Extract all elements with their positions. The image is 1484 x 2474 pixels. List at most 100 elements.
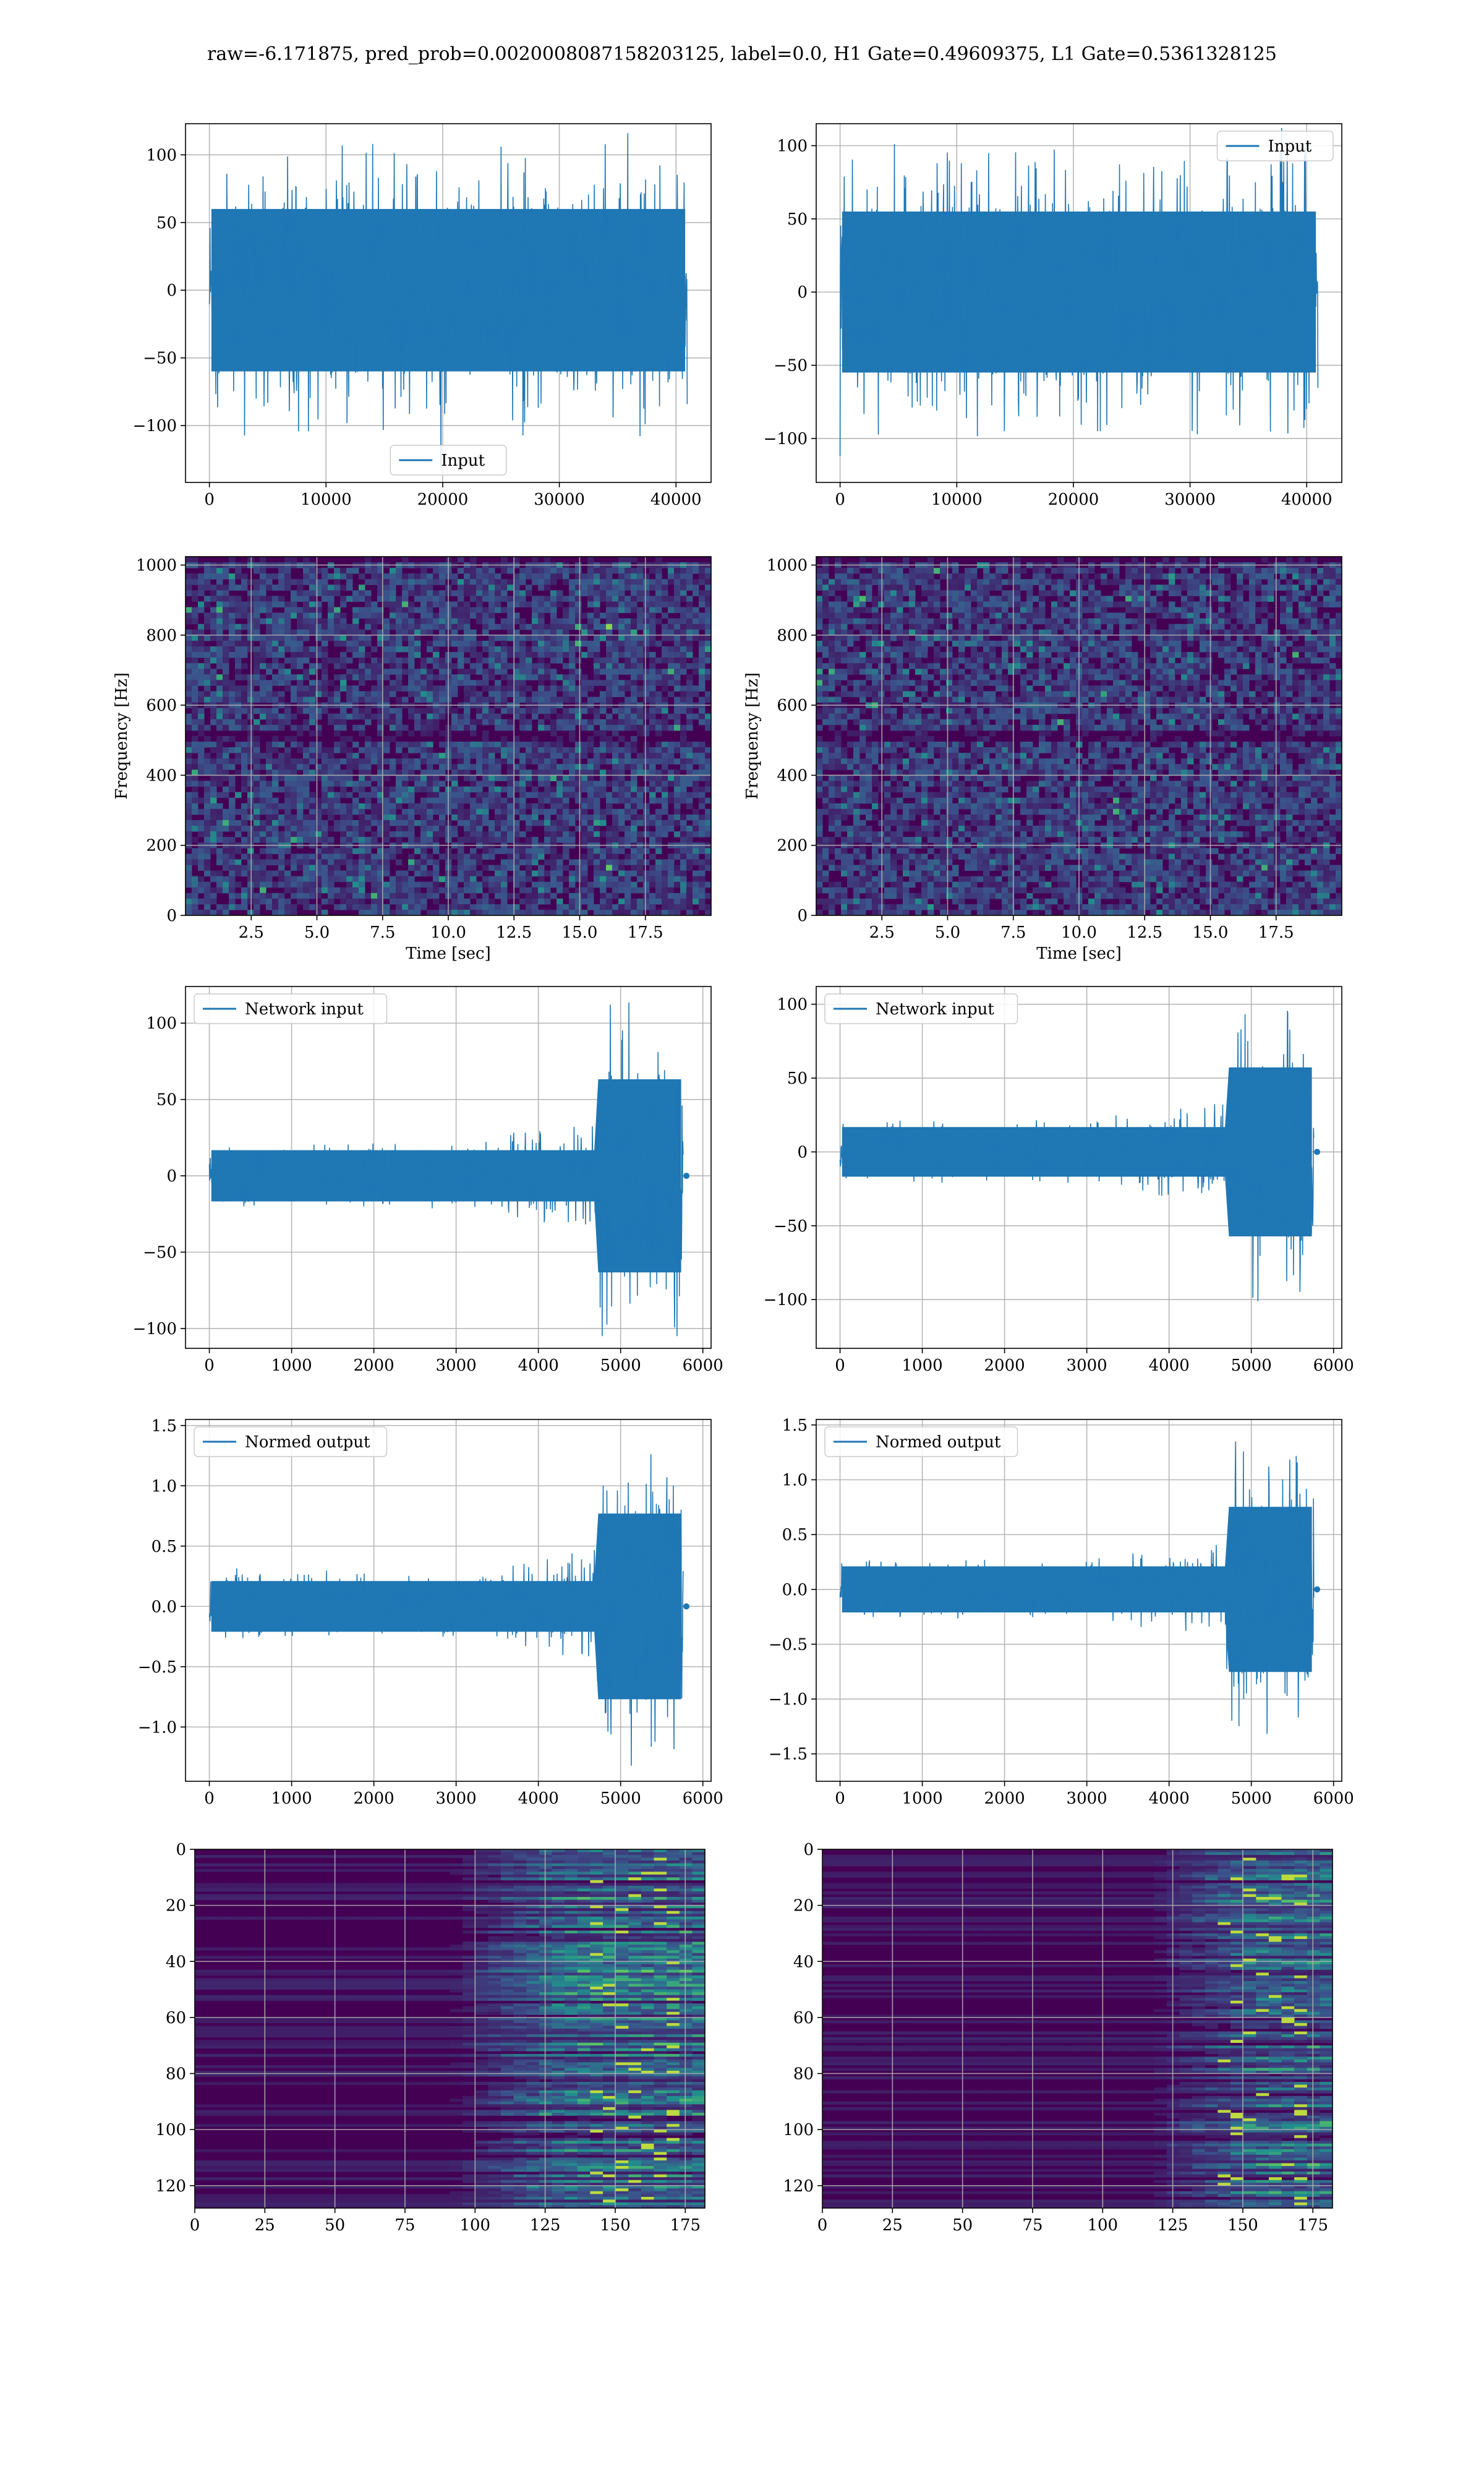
heatmap-cell xyxy=(433,635,440,641)
heatmap-cell xyxy=(383,719,390,726)
heatmap-cell xyxy=(612,769,619,776)
heatmap-cell xyxy=(662,742,668,748)
heatmap-cell xyxy=(643,696,650,703)
heatmap-cell xyxy=(1255,584,1262,591)
heatmap-cell xyxy=(977,596,984,602)
heatmap-cell xyxy=(507,786,514,793)
heatmap-cell xyxy=(198,584,205,591)
heatmap-cell xyxy=(594,831,600,837)
heatmap-cell xyxy=(272,747,279,753)
heatmap-cell xyxy=(254,601,260,608)
heatmap-cell xyxy=(278,719,285,726)
heatmap-cell xyxy=(501,848,508,854)
heatmap-cell xyxy=(186,584,192,591)
heatmap-cell xyxy=(198,691,205,698)
heatmap-cell xyxy=(668,892,675,899)
heatmap-cell xyxy=(414,691,421,698)
heatmap-cell xyxy=(383,696,390,703)
heatmap-cell xyxy=(229,786,236,793)
heatmap-cell xyxy=(334,607,341,614)
heatmap-cell xyxy=(501,623,508,630)
heatmap-cell xyxy=(513,618,520,625)
heatmap-cell xyxy=(476,831,483,837)
heatmap-cell xyxy=(192,680,198,686)
heatmap-cell xyxy=(322,663,328,669)
heatmap-cell xyxy=(569,618,576,625)
heatmap-cell xyxy=(235,831,242,837)
heatmap-cell xyxy=(322,584,328,591)
heatmap-cell xyxy=(396,758,403,764)
heatmap-cell xyxy=(550,635,557,641)
heatmap-cell xyxy=(216,568,223,574)
heatmap-cell xyxy=(278,618,285,625)
heatmap-cell xyxy=(662,747,668,753)
heatmap-cell xyxy=(414,590,421,596)
heatmap-cell xyxy=(1286,568,1293,574)
heatmap-cell xyxy=(538,573,545,580)
heatmap-cell xyxy=(464,573,471,580)
heatmap-cell xyxy=(272,775,279,781)
heatmap-cell xyxy=(297,730,304,737)
heatmap-cell xyxy=(1162,573,1169,580)
heatmap-cell xyxy=(439,629,446,636)
heatmap-cell xyxy=(705,713,711,720)
heatmap-cell xyxy=(705,652,711,658)
heatmap-cell xyxy=(587,652,594,658)
heatmap-cell xyxy=(334,696,341,703)
heatmap-cell xyxy=(631,708,638,714)
heatmap-cell xyxy=(420,814,427,821)
heatmap-cell xyxy=(303,870,310,877)
heatmap-cell xyxy=(229,640,236,647)
heatmap-cell xyxy=(971,607,978,614)
heatmap-cell xyxy=(1181,596,1188,602)
heatmap-cell xyxy=(260,584,267,591)
heatmap-cell xyxy=(210,669,217,675)
heatmap-cell xyxy=(192,713,198,720)
heatmap-cell xyxy=(1323,601,1330,608)
heatmap-cell xyxy=(346,898,353,905)
heatmap-cell xyxy=(235,568,242,574)
heatmap-cell xyxy=(408,865,415,871)
heatmap-cell xyxy=(587,584,594,591)
heatmap-cell xyxy=(359,764,365,770)
heatmap-cell xyxy=(921,612,928,619)
heatmap-cell xyxy=(390,820,396,826)
heatmap-cell xyxy=(241,652,248,658)
heatmap-cell xyxy=(365,623,372,630)
heatmap-cell xyxy=(247,831,254,837)
heatmap-cell xyxy=(1212,573,1219,580)
heatmap-cell xyxy=(433,786,440,793)
heatmap-cell xyxy=(328,797,335,804)
heatmap-cell xyxy=(643,724,650,731)
heatmap-cell xyxy=(451,831,458,837)
heatmap-cell xyxy=(612,826,619,832)
heatmap-cell xyxy=(866,579,872,585)
x-tick-label: 7.5 xyxy=(370,923,395,942)
heatmap-cell xyxy=(1020,579,1027,585)
heatmap-cell xyxy=(1261,607,1268,614)
heatmap-cell xyxy=(402,557,409,563)
heatmap-cell xyxy=(1200,557,1206,563)
heatmap-cell xyxy=(662,876,668,883)
heatmap-cell xyxy=(618,618,625,625)
heatmap-cell xyxy=(260,691,267,698)
heatmap-cell xyxy=(816,568,823,574)
heatmap-cell xyxy=(655,758,662,764)
heatmap-cell xyxy=(600,708,607,714)
heatmap-cell xyxy=(346,831,353,837)
heatmap-cell xyxy=(1039,568,1046,574)
heatmap-cell xyxy=(247,730,254,737)
heatmap-cell xyxy=(631,898,638,905)
heatmap-cell xyxy=(1200,579,1206,585)
heatmap-cell xyxy=(408,898,415,905)
heatmap-cell xyxy=(303,881,310,888)
heatmap-cell xyxy=(563,826,569,832)
heatmap-cell xyxy=(501,797,508,804)
heatmap-cell xyxy=(705,826,711,832)
heatmap-cell xyxy=(476,696,483,703)
heatmap-cell xyxy=(612,669,619,675)
heatmap-cell xyxy=(1187,573,1194,580)
heatmap-cell xyxy=(563,820,569,826)
heatmap-cell xyxy=(359,859,365,865)
heatmap-cell xyxy=(322,674,328,680)
